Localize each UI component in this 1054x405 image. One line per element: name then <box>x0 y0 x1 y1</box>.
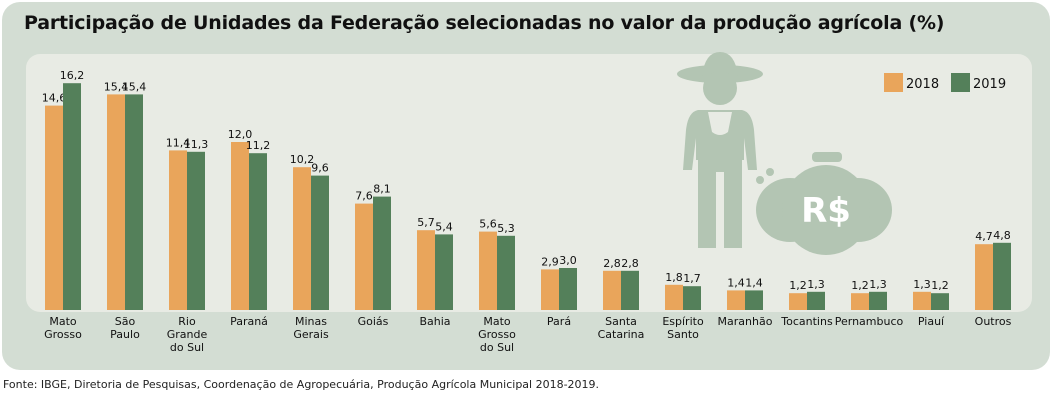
bar-2019 <box>683 286 701 310</box>
bar-2019 <box>869 291 887 310</box>
category-label: Pernambuco <box>835 315 904 328</box>
bar-2018 <box>107 94 125 311</box>
bar-2019 <box>373 196 391 310</box>
data-label: 2,8 <box>603 257 621 270</box>
legend-label: 2018 <box>906 77 939 92</box>
bar-2018 <box>975 244 993 310</box>
data-label: 14,6 <box>42 92 67 105</box>
data-label: 12,0 <box>228 128 253 141</box>
data-label: 1,2 <box>851 279 869 292</box>
bar-2019 <box>807 291 825 310</box>
chart-title: Participação de Unidades da Federação se… <box>24 12 945 34</box>
category-label: Espírito Santo <box>662 315 704 341</box>
bar-2019 <box>435 234 453 310</box>
bar-2018 <box>665 284 683 310</box>
data-label: 1,2 <box>931 279 949 292</box>
category-label: Tocantins <box>780 315 833 328</box>
bar-2019 <box>125 94 143 311</box>
data-label: 4,7 <box>975 230 993 243</box>
category-label: Paraná <box>230 315 268 328</box>
bar-2019 <box>621 270 639 310</box>
category-label: Mato Grosso do Sul <box>478 315 516 354</box>
data-label: 1,2 <box>789 279 807 292</box>
bar-2018 <box>851 293 869 310</box>
data-label: 11,4 <box>166 136 191 149</box>
data-label: 1,8 <box>665 271 683 284</box>
category-label: Minas Gerais <box>293 315 329 341</box>
data-label: 11,2 <box>246 139 271 152</box>
data-label: 3,0 <box>559 254 577 267</box>
data-label: 1,3 <box>869 278 887 291</box>
bar-2018 <box>789 293 807 310</box>
data-label: 9,6 <box>311 162 329 175</box>
category-label: Piauí <box>918 315 945 328</box>
bar-2019 <box>497 235 515 310</box>
category-label: Mato Grosso <box>44 315 82 341</box>
bar-2018 <box>603 270 621 310</box>
bar-2018 <box>541 269 559 310</box>
legend: 2018 2019 <box>884 73 1006 92</box>
bar-2018 <box>231 142 249 310</box>
currency-symbol: R$ <box>801 191 851 231</box>
data-label: 15,4 <box>104 80 129 93</box>
legend-swatch <box>884 73 903 92</box>
data-label: 5,3 <box>497 222 515 235</box>
category-label: Santa Catarina <box>598 315 645 341</box>
category-label: Outros <box>975 315 1012 328</box>
bar-2018 <box>45 105 63 310</box>
data-label: 11,3 <box>184 138 209 151</box>
source-note: Fonte: IBGE, Diretoria de Pesquisas, Coo… <box>3 378 600 391</box>
data-label: 16,2 <box>60 69 85 82</box>
data-label: 5,4 <box>435 220 453 233</box>
data-label: 7,6 <box>355 190 373 203</box>
data-label: 1,7 <box>683 272 701 285</box>
category-label: Bahia <box>419 315 450 328</box>
bar-2018 <box>479 231 497 310</box>
data-label: 5,7 <box>417 216 435 229</box>
bar-2018 <box>913 291 931 310</box>
bar-2019 <box>63 83 81 310</box>
category-label: Goiás <box>358 315 389 328</box>
data-label: 5,6 <box>479 218 497 231</box>
bar-2019 <box>249 153 267 310</box>
bar-2018 <box>727 290 745 310</box>
data-label: 1,3 <box>807 278 825 291</box>
data-label: 10,2 <box>290 153 315 166</box>
data-label: 1,3 <box>913 278 931 291</box>
bar-2018 <box>417 230 435 310</box>
category-label: Maranhão <box>718 315 773 328</box>
category-label: Pará <box>547 315 571 328</box>
bar-2019 <box>931 293 949 310</box>
category-label: Rio Grande do Sul <box>167 315 208 354</box>
bar-2018 <box>355 203 373 310</box>
data-label: 2,8 <box>621 257 639 270</box>
data-label: 1,4 <box>745 276 763 289</box>
bar-2018 <box>293 167 311 310</box>
bar-2018 <box>169 150 187 310</box>
bar-2019 <box>745 290 763 310</box>
data-label: 15,4 <box>122 80 147 93</box>
data-label: 4,8 <box>993 229 1011 242</box>
legend-label: 2019 <box>973 77 1006 92</box>
data-label: 2,9 <box>541 255 559 268</box>
legend-swatch <box>951 73 970 92</box>
bar-2019 <box>311 175 329 310</box>
bar-2019 <box>187 151 205 310</box>
farmer-with-money-bags-icon: R$ <box>677 52 892 255</box>
bar-2019 <box>559 268 577 310</box>
category-label: São Paulo <box>110 315 140 341</box>
bar-2019 <box>993 242 1011 310</box>
data-label: 8,1 <box>373 183 391 196</box>
data-label: 1,4 <box>727 276 745 289</box>
